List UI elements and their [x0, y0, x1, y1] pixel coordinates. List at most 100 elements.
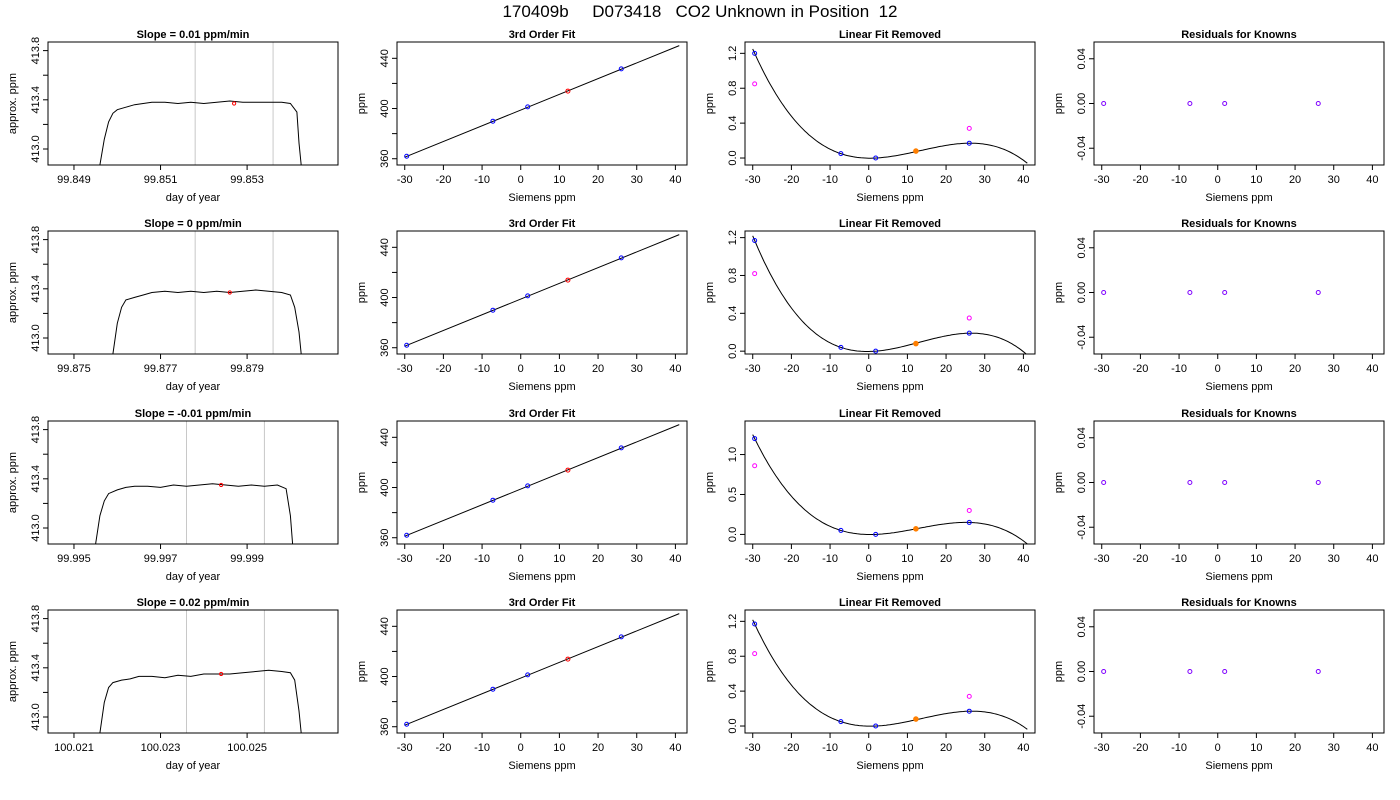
y-tick-label: 360	[379, 529, 391, 547]
y-tick-label: 1.0	[727, 447, 739, 462]
x-tick-label: 10	[553, 553, 565, 565]
x-tick-label: 30	[631, 553, 643, 565]
unknown-sample-point	[565, 467, 571, 473]
x-tick-label: 30	[631, 363, 643, 375]
x-tick-label: -20	[1132, 553, 1148, 565]
x-tick-label: 20	[592, 174, 604, 186]
x-tick-label: -30	[397, 742, 413, 754]
plot-frame	[396, 609, 688, 734]
plot-frame	[396, 420, 688, 545]
x-tick-label: 30	[979, 363, 991, 375]
y-axis-label: ppm	[704, 93, 716, 114]
raw-known-point	[752, 81, 758, 87]
panel-linfit-r3: Linear Fit Removed -30 -20 -10 0 10 20 30 40 0.0 0…	[704, 408, 1036, 583]
panel-title: 3rd Order Fit	[509, 218, 576, 230]
panel-fit-r3: 3rd Order Fit -30 -20 -10 0 10 20 30 40 360 400 440…	[356, 408, 688, 583]
y-tick-label: 440	[379, 428, 391, 446]
y-axis-label: approx. ppm	[7, 262, 19, 323]
y-tick-label: 400	[379, 288, 391, 306]
raw-known-point	[966, 693, 972, 699]
panel-timeseries-r1: Slope = 0.01 ppm/min 99.849 99.851 99.853 41…	[7, 29, 339, 204]
panel-title: Linear Fit Removed	[839, 29, 941, 41]
y-tick-label: 413.0	[30, 135, 42, 163]
x-tick-label: 99.853	[230, 174, 264, 186]
x-tick-label: -20	[435, 553, 451, 565]
y-axis-label: ppm	[356, 93, 368, 114]
residual-point	[1222, 101, 1228, 106]
x-tick-label: -20	[783, 174, 799, 186]
y-tick-label: 0.5	[727, 487, 739, 502]
x-tick-label: 30	[1328, 742, 1340, 754]
panel-linfit-r1: Linear Fit Removed -30 -20 -10 0 10 20 30 40 0.0 0…	[704, 29, 1036, 204]
known-standard-point	[966, 140, 972, 146]
known-standard-point	[838, 719, 844, 725]
x-tick-label: 10	[1250, 742, 1262, 754]
panel-residuals-r4: Residuals for Knowns -30 -20 -10 0 10 20 30 40 -0…	[1053, 597, 1385, 772]
known-standard-point	[404, 153, 410, 159]
sample-mean-marker	[227, 290, 232, 295]
x-tick-label: 40	[1017, 553, 1029, 565]
plot-frame	[744, 609, 1036, 734]
y-tick-label: 360	[379, 339, 391, 357]
plot-frame	[1093, 609, 1385, 734]
y-axis-label: ppm	[704, 661, 716, 682]
x-axis-label: Siemens ppm	[1205, 760, 1272, 772]
x-tick-label: 40	[1017, 174, 1029, 186]
x-tick-label: -30	[1094, 363, 1110, 375]
concentration-trace	[99, 669, 302, 733]
known-standard-point	[838, 344, 844, 350]
y-tick-label: 0.0	[727, 344, 739, 359]
x-tick-label: -10	[1171, 742, 1187, 754]
y-tick-label: 440	[379, 49, 391, 67]
x-tick-label: 20	[940, 174, 952, 186]
fit-line	[404, 613, 680, 726]
x-tick-label: 30	[631, 174, 643, 186]
x-tick-label: -30	[745, 742, 761, 754]
raw-known-point	[752, 271, 758, 277]
plot-frame	[1093, 420, 1385, 545]
y-axis-label: approx. ppm	[7, 641, 19, 702]
known-standard-point	[838, 151, 844, 157]
known-standard-point	[873, 723, 879, 729]
residual-point	[1222, 669, 1228, 674]
unknown-sample-point	[565, 88, 571, 94]
known-standard-point	[490, 307, 496, 313]
x-tick-label: 10	[1250, 553, 1262, 565]
known-standard-point	[838, 527, 844, 533]
known-standard-point	[525, 672, 531, 678]
known-standard-point	[490, 686, 496, 692]
x-axis-label: Siemens ppm	[856, 381, 923, 393]
y-tick-label: 0.00	[1076, 472, 1088, 493]
x-tick-label: 0	[518, 742, 524, 754]
x-tick-label: -20	[783, 742, 799, 754]
x-tick-label: 99.875	[57, 363, 91, 375]
x-axis-label: Siemens ppm	[856, 192, 923, 204]
x-tick-label: -20	[1132, 742, 1148, 754]
y-axis-label: approx. ppm	[7, 73, 19, 134]
y-tick-label: 0.00	[1076, 93, 1088, 114]
y-tick-label: 1.2	[727, 614, 739, 629]
sample-mean-marker	[219, 671, 224, 677]
fit-line	[404, 234, 680, 347]
y-tick-label: 0.8	[727, 649, 739, 664]
x-axis-label: Siemens ppm	[508, 571, 575, 583]
cubic-residual-curve	[752, 434, 1028, 544]
x-tick-label: -30	[1094, 742, 1110, 754]
y-tick-label: 0.00	[1076, 661, 1088, 682]
panel-residuals-r1: Residuals for Knowns -30 -20 -10 0 10 20 30 40 -0…	[1053, 29, 1385, 204]
plot-data-area	[752, 48, 1028, 164]
sample-mean-marker	[232, 101, 237, 106]
y-tick-label: 0.0	[727, 150, 739, 165]
y-axis-label: ppm	[356, 282, 368, 303]
known-standard-point	[525, 104, 531, 110]
y-tick-label: 0.04	[1076, 616, 1088, 637]
known-standard-point	[618, 255, 624, 261]
panel-fit-r4: 3rd Order Fit -30 -20 -10 0 10 20 30 40 360 400 440…	[356, 597, 688, 772]
x-tick-label: 30	[1328, 174, 1340, 186]
x-axis-label: Siemens ppm	[1205, 381, 1272, 393]
x-tick-label: 20	[1289, 553, 1301, 565]
y-tick-label: 413.4	[30, 465, 42, 493]
residual-point	[1315, 290, 1321, 295]
y-tick-label: 0.00	[1076, 282, 1088, 303]
